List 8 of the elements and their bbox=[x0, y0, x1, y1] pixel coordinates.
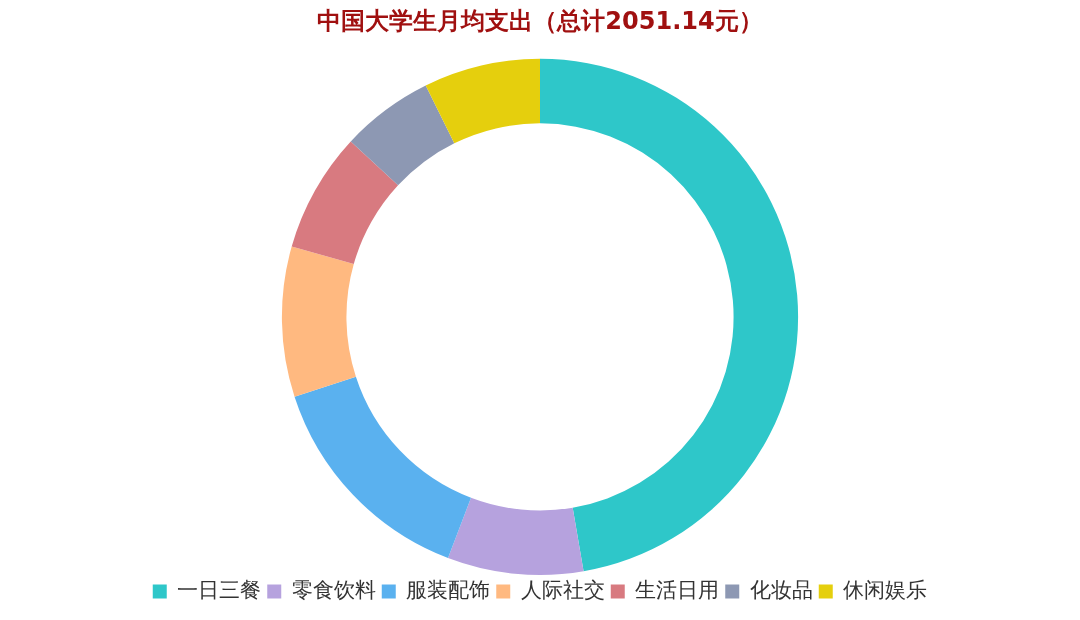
legend-label: 生活日用 bbox=[635, 577, 720, 602]
legend-label: 休闲娱乐 bbox=[843, 577, 928, 602]
legend-label: 一日三餐 bbox=[177, 577, 262, 602]
legend-label: 服装配饰 bbox=[406, 577, 491, 602]
chart-title: 中国大学生月均支出（总计2051.14元） bbox=[317, 6, 763, 35]
legend-label: 人际社交 bbox=[520, 577, 605, 602]
legend-label: 零食饮料 bbox=[291, 577, 376, 602]
legend-label: 化妆品 bbox=[749, 577, 813, 602]
